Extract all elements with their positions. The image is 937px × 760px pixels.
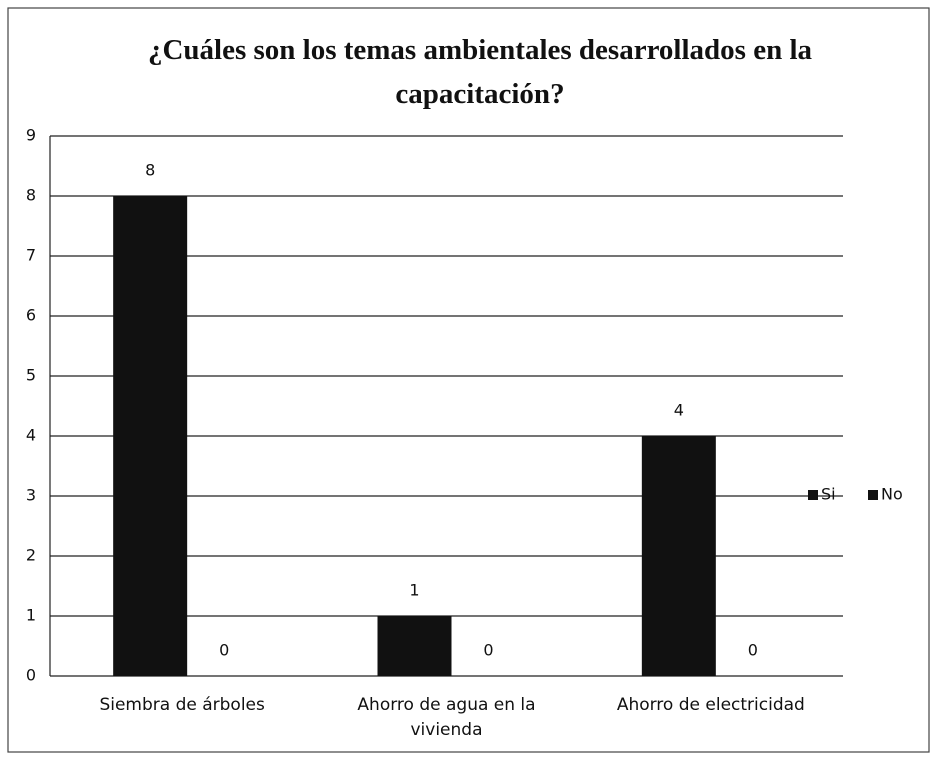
bar <box>641 436 716 676</box>
chart-title: ¿Cuáles son los temas ambientales desarr… <box>147 34 813 110</box>
x-tick-label: Siembra de árboles <box>99 695 265 715</box>
legend-swatch <box>868 490 878 500</box>
y-tick-label: 8 <box>26 186 36 205</box>
data-label: 0 <box>748 641 758 660</box>
y-tick-label: 4 <box>26 426 36 445</box>
y-tick-label: 7 <box>26 246 36 265</box>
y-tick-label: 5 <box>26 366 36 385</box>
data-label: 1 <box>409 581 419 600</box>
y-tick-label: 9 <box>26 126 36 145</box>
data-label: 0 <box>219 641 229 660</box>
chart-border <box>7 7 930 753</box>
legend-label: No <box>881 485 903 504</box>
y-tick-label: 2 <box>26 546 36 565</box>
data-label: 8 <box>145 161 155 180</box>
y-tick-label: 1 <box>26 606 36 625</box>
y-tick-label: 3 <box>26 486 36 505</box>
data-label: 0 <box>483 641 493 660</box>
data-label: 4 <box>674 401 684 420</box>
x-tick-label: Ahorro de electricidad <box>616 695 805 715</box>
x-tick-label: Ahorro de agua en la vivienda <box>357 695 536 740</box>
legend-swatch <box>808 490 818 500</box>
legend-label: Si <box>821 485 836 504</box>
y-tick-label: 6 <box>26 306 36 325</box>
bar <box>377 616 452 676</box>
bar <box>113 196 188 676</box>
y-tick-label: 0 <box>26 666 36 685</box>
